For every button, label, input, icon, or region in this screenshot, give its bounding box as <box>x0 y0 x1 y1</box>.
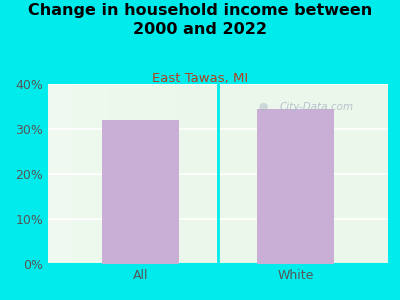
Bar <box>257 109 334 264</box>
Text: East Tawas, MI: East Tawas, MI <box>152 72 248 85</box>
Bar <box>102 120 179 264</box>
Text: Change in household income between
2000 and 2022: Change in household income between 2000 … <box>28 3 372 37</box>
Text: ⬤: ⬤ <box>259 102 268 111</box>
Text: City-Data.com: City-Data.com <box>279 102 353 112</box>
